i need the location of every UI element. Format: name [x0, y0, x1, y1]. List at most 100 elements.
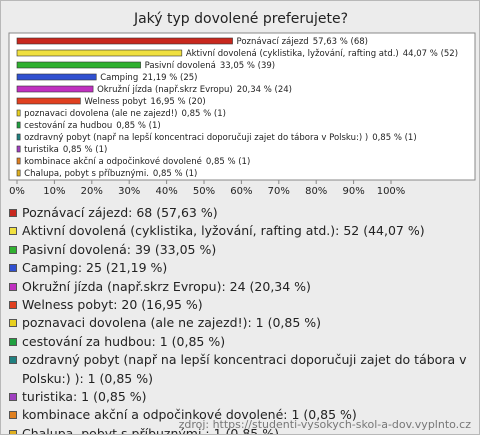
bar [16, 97, 81, 105]
legend-swatch [9, 301, 17, 310]
bar-row: Okružní jízda (např.skrz Evropu) 20,34 % … [16, 85, 292, 95]
legend-item: Okružní jízda (např.skrz Evropu): 24 (20… [9, 278, 471, 296]
bar-label: Okružní jízda (např.skrz Evropu) 20,34 % … [97, 85, 292, 95]
bar [16, 61, 141, 69]
legend-swatch [9, 264, 17, 273]
bar-category: Chalupa, pobyt s příbuznými. [24, 169, 149, 179]
bar-value-label: 0,85 % (1) [116, 121, 160, 131]
legend-label: kombinace akční a odpočinkové dovolené: … [22, 407, 357, 423]
bar [16, 157, 21, 165]
legend-item: Camping: 25 (21,19 %) [9, 259, 471, 277]
bar-row: cestování za hudbou 0,85 % (1) [16, 121, 161, 131]
x-tick-label: 70% [268, 186, 290, 197]
bar-value-label: 44,07 % (52) [403, 49, 458, 59]
bar-category: ozdravný pobyt (např na lepší koncentrac… [24, 132, 368, 143]
legend-swatch [9, 245, 17, 254]
x-tick-label: 100% [377, 186, 406, 197]
legend-item: cestování za hudbou: 1 (0,85 %) [9, 333, 471, 351]
bar-category: Welness pobyt [84, 97, 147, 107]
legend-item: Aktivní dovolená (cyklistika, lyžování, … [9, 222, 471, 240]
bar-category: Poznávací zájezd [237, 37, 309, 47]
x-tick-label: 80% [305, 186, 327, 197]
legend-label: Pasivní dovolená: 39 (33,05 %) [22, 241, 217, 257]
legend-label: Chalupa, pobyt s příbuznými.: 1 (0,85 %) [22, 425, 279, 435]
bar-label: Poznávací zájezd 57,63 % (68) [237, 37, 368, 47]
bar-row: Chalupa, pobyt s příbuznými. 0,85 % (1) [16, 169, 197, 179]
bar-value-label: 20,34 % (24) [237, 85, 292, 95]
bar [16, 49, 183, 57]
bar-category: Okružní jízda (např.skrz Evropu) [97, 85, 233, 95]
bar [16, 109, 21, 117]
legend-item: kombinace akční a odpočinkové dovolené: … [9, 406, 471, 424]
legend-item: Welness pobyt: 20 (16,95 %) [9, 296, 471, 314]
bar-row: Poznávací zájezd 57,63 % (68) [16, 37, 368, 47]
bar-category: Aktivní dovolená (cyklistika, lyžování, … [186, 49, 399, 59]
legend-label: Aktivní dovolená (cyklistika, lyžování, … [22, 223, 425, 239]
bar-value-label: 0,85 % (1) [372, 133, 416, 143]
bar-value-label: 0,85 % (1) [206, 157, 250, 167]
legend-swatch [9, 282, 17, 291]
bar-label: ozdravný pobyt (např na lepší koncentrac… [24, 132, 416, 143]
bar-label: Welness pobyt 16,95 % (20) [84, 97, 205, 107]
legend-label: turistika: 1 (0,85 %) [22, 389, 147, 405]
bar-label: kombinace akční a odpočinkové dovolené 0,… [24, 156, 250, 167]
bar-label: poznavaci dovolena (ale ne zajezd!) 0,85 … [24, 109, 226, 119]
bar-label: Camping 21,19 % (25) [100, 73, 197, 83]
bar-row: ozdravný pobyt (např na lepší koncentrac… [16, 132, 417, 143]
legend-swatch [9, 356, 17, 365]
x-tick-label: 10% [43, 186, 65, 197]
bar-row: poznavaci dovolena (ale ne zajezd!) 0,85 … [16, 109, 226, 119]
x-tick-label: 30% [118, 186, 140, 197]
legend-swatch [9, 411, 17, 420]
legend-item: Pasivní dovolená: 39 (33,05 %) [9, 241, 471, 259]
bar [16, 37, 233, 45]
x-tick-label: 60% [230, 186, 252, 197]
bar [16, 85, 94, 93]
bar-category: turistika [24, 145, 59, 155]
x-tick-label: 40% [155, 186, 177, 197]
bar-value-label: 33,05 % (39) [220, 61, 275, 71]
bar-category: Pasivní dovolená [145, 61, 216, 71]
bar-value-label: 16,95 % (20) [150, 97, 205, 107]
bar-row: Camping 21,19 % (25) [16, 73, 197, 83]
legend: Poznávací zájezd: 68 (57,63 %) Aktivní do… [9, 204, 471, 435]
bar-category: poznavaci dovolena (ale ne zajezd!) [24, 109, 177, 119]
legend-item: poznavaci dovolena (ale ne zajezd!): 1 (… [9, 314, 471, 332]
bar-value-label: 0,85 % (1) [182, 109, 226, 119]
x-tick-label: 50% [193, 186, 215, 197]
bar-row: turistika 0,85 % (1) [16, 145, 107, 155]
x-tick-label: 90% [342, 186, 364, 197]
bar-category: cestování za hudbou [24, 121, 112, 131]
bar-label: turistika 0,85 % (1) [24, 145, 107, 155]
bar [16, 169, 21, 177]
bar [16, 145, 21, 153]
bar-row: Welness pobyt 16,95 % (20) [16, 97, 206, 107]
legend-label: Camping: 25 (21,19 %) [22, 260, 168, 276]
bar [16, 133, 21, 141]
plot-area [8, 32, 476, 181]
legend-item: ozdravný pobyt (např na lepší koncentrac… [9, 351, 471, 388]
chart-title: Jaký typ dovolené preferujete? [133, 11, 348, 27]
bar-row: Pasivní dovolená 33,05 % (39) [16, 61, 275, 71]
legend-item: Chalupa, pobyt s příbuznými.: 1 (0,85 %) [9, 425, 471, 435]
bar-value-label: 0,85 % (1) [63, 145, 107, 155]
legend-item: Poznávací zájezd: 68 (57,63 %) [9, 204, 471, 222]
bar [16, 73, 97, 81]
legend-label: ozdravný pobyt (např na lepší koncentrac… [22, 352, 467, 386]
legend-swatch [9, 319, 17, 328]
legend-swatch [9, 209, 17, 217]
bar-row: Aktivní dovolená (cyklistika, lyžování, … [16, 49, 458, 59]
legend-label: Welness pobyt: 20 (16,95 %) [22, 297, 203, 313]
bar-label: Chalupa, pobyt s příbuznými. 0,85 % (1) [24, 169, 197, 179]
legend-label: Okružní jízda (např.skrz Evropu): 24 (20… [22, 278, 311, 294]
bar-label: cestování za hudbou 0,85 % (1) [24, 121, 161, 131]
bar-value-label: 21,19 % (25) [142, 73, 197, 83]
x-tick-label: 20% [81, 186, 103, 197]
x-tick-label: 0% [9, 186, 25, 197]
bar-row: kombinace akční a odpočinkové dovolené 0,… [16, 156, 250, 167]
bar-label: Aktivní dovolená (cyklistika, lyžování, … [186, 49, 458, 59]
legend-swatch [9, 227, 17, 236]
legend-label: cestování za hudbou: 1 (0,85 %) [22, 333, 226, 349]
bar-value-label: 0,85 % (1) [153, 169, 197, 179]
legend-item: turistika: 1 (0,85 %) [9, 388, 471, 406]
